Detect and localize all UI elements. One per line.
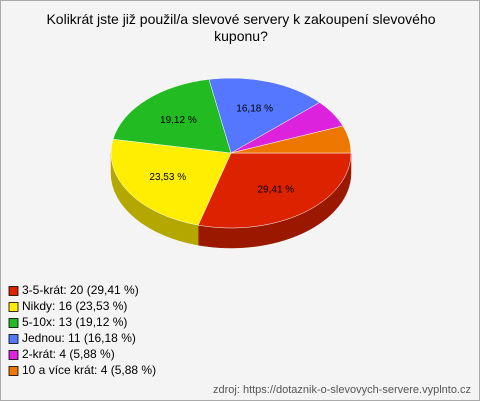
data-label: 19,12 % bbox=[160, 115, 197, 126]
legend-label: Nikdy: 16 (23,53 %) bbox=[22, 299, 127, 313]
legend-swatch bbox=[8, 302, 19, 312]
legend-swatch bbox=[8, 318, 19, 328]
legend-label: 10 a více krát: 4 (5,88 %) bbox=[22, 363, 156, 377]
legend-label: 2-krát: 4 (5,88 %) bbox=[22, 347, 115, 361]
pie-slice bbox=[197, 152, 352, 229]
data-label: 23,53 % bbox=[149, 172, 186, 183]
legend-label: Jednou: 11 (16,18 %) bbox=[22, 331, 136, 345]
legend-label: 3-5-krát: 20 (29,41 %) bbox=[22, 283, 139, 297]
legend-swatch bbox=[8, 366, 19, 376]
data-label: 16,18 % bbox=[236, 104, 273, 115]
legend-swatch bbox=[8, 334, 19, 344]
pie-slice bbox=[208, 77, 321, 154]
source: zdroj: https://dotaznik-o-slevovych-serv… bbox=[213, 384, 471, 396]
legend-swatch bbox=[8, 350, 19, 360]
pie-slice bbox=[110, 138, 232, 226]
legend-label: 5-10x: 13 (19,12 %) bbox=[22, 315, 127, 329]
pie-slice bbox=[230, 125, 352, 154]
data-label: 29,41 % bbox=[257, 185, 294, 196]
legend-swatch bbox=[8, 286, 19, 296]
chart-title: Kolikrát jste již použil/a slevové serve… bbox=[46, 11, 436, 44]
pie-slice bbox=[112, 79, 232, 154]
